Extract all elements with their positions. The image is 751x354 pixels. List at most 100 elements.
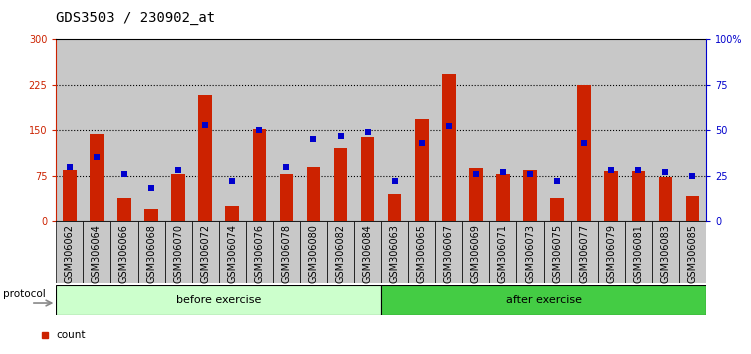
- Bar: [598, 39, 625, 221]
- Bar: [659, 177, 672, 221]
- Bar: [598, 221, 625, 283]
- Bar: [273, 221, 300, 283]
- Bar: [381, 39, 409, 221]
- Bar: [246, 39, 273, 221]
- Bar: [409, 221, 436, 283]
- Bar: [571, 39, 598, 221]
- Bar: [550, 198, 564, 221]
- Bar: [56, 221, 83, 283]
- Bar: [90, 135, 104, 221]
- Bar: [652, 39, 679, 221]
- Bar: [381, 221, 409, 283]
- Text: GSM306078: GSM306078: [282, 224, 291, 283]
- Bar: [327, 39, 354, 221]
- Bar: [409, 39, 436, 221]
- Text: protocol: protocol: [3, 290, 46, 299]
- Text: GSM306072: GSM306072: [201, 224, 210, 284]
- Bar: [544, 221, 571, 283]
- Bar: [496, 174, 510, 221]
- Bar: [381, 285, 706, 315]
- Bar: [192, 39, 219, 221]
- Text: GSM306067: GSM306067: [444, 224, 454, 283]
- Bar: [463, 221, 490, 283]
- Bar: [436, 221, 463, 283]
- Bar: [517, 39, 544, 221]
- Text: GSM306083: GSM306083: [660, 224, 671, 283]
- Bar: [469, 168, 483, 221]
- Bar: [605, 171, 618, 221]
- Text: GSM306075: GSM306075: [552, 224, 562, 284]
- Text: count: count: [56, 330, 86, 341]
- Text: GSM306068: GSM306068: [146, 224, 156, 283]
- Bar: [225, 206, 239, 221]
- Bar: [117, 198, 131, 221]
- Bar: [578, 85, 591, 221]
- Bar: [327, 221, 354, 283]
- Text: GSM306082: GSM306082: [336, 224, 345, 283]
- Text: GSM306073: GSM306073: [525, 224, 535, 283]
- Text: GSM306065: GSM306065: [417, 224, 427, 283]
- Bar: [354, 221, 382, 283]
- Bar: [544, 39, 571, 221]
- Bar: [63, 170, 77, 221]
- Text: GSM306070: GSM306070: [173, 224, 183, 283]
- Bar: [56, 39, 83, 221]
- Text: GSM306085: GSM306085: [687, 224, 698, 283]
- Bar: [273, 39, 300, 221]
- Bar: [388, 194, 402, 221]
- Text: GSM306074: GSM306074: [228, 224, 237, 283]
- Bar: [164, 221, 192, 283]
- Bar: [279, 174, 293, 221]
- Bar: [137, 221, 164, 283]
- Text: GSM306064: GSM306064: [92, 224, 102, 283]
- Text: before exercise: before exercise: [176, 295, 261, 305]
- Text: GDS3503 / 230902_at: GDS3503 / 230902_at: [56, 11, 216, 25]
- Bar: [523, 170, 537, 221]
- Bar: [300, 39, 327, 221]
- Text: GSM306063: GSM306063: [390, 224, 400, 283]
- Bar: [83, 39, 110, 221]
- Bar: [171, 174, 185, 221]
- Bar: [164, 39, 192, 221]
- Bar: [517, 221, 544, 283]
- Bar: [246, 221, 273, 283]
- Bar: [442, 74, 456, 221]
- Bar: [652, 221, 679, 283]
- Bar: [333, 148, 347, 221]
- Text: GSM306071: GSM306071: [498, 224, 508, 283]
- Text: after exercise: after exercise: [505, 295, 581, 305]
- Bar: [56, 285, 381, 315]
- Bar: [490, 221, 517, 283]
- Bar: [625, 39, 652, 221]
- Bar: [354, 39, 381, 221]
- Bar: [632, 171, 645, 221]
- Text: GSM306077: GSM306077: [579, 224, 589, 284]
- Bar: [571, 221, 598, 283]
- Bar: [219, 221, 246, 283]
- Bar: [137, 39, 164, 221]
- Text: GSM306062: GSM306062: [65, 224, 75, 283]
- Text: GSM306080: GSM306080: [309, 224, 318, 283]
- Bar: [252, 129, 266, 221]
- Bar: [415, 119, 429, 221]
- Bar: [144, 209, 158, 221]
- Bar: [110, 39, 137, 221]
- Bar: [83, 221, 110, 283]
- Bar: [360, 137, 374, 221]
- Bar: [490, 39, 517, 221]
- Bar: [306, 166, 320, 221]
- Text: GSM306079: GSM306079: [606, 224, 617, 283]
- Text: GSM306076: GSM306076: [255, 224, 264, 283]
- Bar: [679, 221, 706, 283]
- Text: GSM306081: GSM306081: [633, 224, 644, 283]
- Text: GSM306084: GSM306084: [363, 224, 372, 283]
- Bar: [625, 221, 652, 283]
- Bar: [686, 196, 699, 221]
- Bar: [436, 39, 463, 221]
- Text: GSM306069: GSM306069: [471, 224, 481, 283]
- Bar: [110, 221, 137, 283]
- Bar: [679, 39, 706, 221]
- Bar: [463, 39, 490, 221]
- Bar: [198, 96, 212, 221]
- Bar: [300, 221, 327, 283]
